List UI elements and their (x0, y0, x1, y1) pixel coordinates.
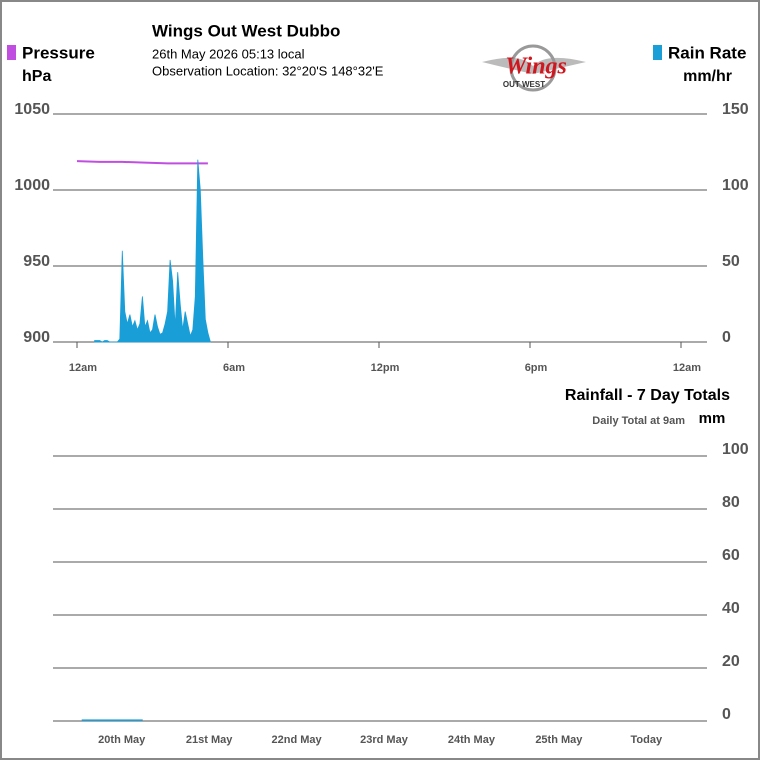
legend-label: Rain Rate (668, 43, 746, 62)
logo-text: Wings (505, 54, 567, 80)
y-tick-label: 80 (722, 494, 740, 511)
legend-swatch (7, 45, 16, 60)
x-tick-label: 12am (69, 362, 97, 374)
x-tick-label: 21st May (186, 734, 233, 746)
chart-title: Wings Out West Dubbo (152, 21, 340, 40)
y-tick-label: 20 (722, 653, 740, 670)
chart-subtitle: Daily Total at 9am (592, 415, 685, 427)
y-tick-label: 100 (722, 441, 749, 458)
y-axis-label: hPa (22, 68, 51, 85)
x-tick-label: 20th May (98, 734, 146, 746)
x-tick-label: 24th May (448, 734, 496, 746)
x-tick-label: 6pm (525, 362, 548, 374)
y-tick-label: 950 (23, 253, 50, 270)
logo-subtext: OUT WEST (503, 80, 545, 89)
logo: Wings OUT WEST (482, 44, 586, 92)
x-tick-label: 12am (673, 362, 701, 374)
y-tick-label: 900 (23, 329, 50, 346)
x-tick-label: 6am (223, 362, 245, 374)
logo-wings (482, 57, 586, 74)
x-tick-label: 12pm (371, 362, 400, 374)
legend-swatch (653, 45, 662, 60)
chart-subtitle: 26th May 2026 05:13 local (152, 46, 305, 61)
chart-subtitle: Observation Location: 32°20'S 148°32'E (152, 63, 384, 78)
y2-tick-label: 0 (722, 329, 731, 346)
pressure-line (76, 160, 208, 165)
chart-title: Rainfall - 7 Day Totals (565, 387, 730, 404)
y-tick-label: 1000 (14, 177, 50, 194)
bar (81, 719, 143, 721)
x-tick-label: 22nd May (272, 734, 323, 746)
logo-ring (509, 44, 557, 92)
y-tick-label: 40 (722, 600, 740, 617)
y2-tick-label: 100 (722, 177, 749, 194)
y2-tick-label: 150 (722, 101, 749, 118)
y-tick-label: 1050 (14, 101, 50, 118)
y-axis-label: mm (699, 410, 726, 427)
y-tick-label: 0 (722, 706, 731, 723)
y2-axis-label: mm/hr (683, 68, 732, 85)
x-tick-label: 23rd May (360, 734, 409, 746)
y-tick-label: 60 (722, 547, 740, 564)
y2-tick-label: 50 (722, 253, 740, 270)
legend-label: Pressure (22, 43, 95, 62)
rain-area (94, 159, 211, 343)
x-tick-label: 25th May (535, 734, 583, 746)
x-tick-label: Today (630, 734, 662, 746)
